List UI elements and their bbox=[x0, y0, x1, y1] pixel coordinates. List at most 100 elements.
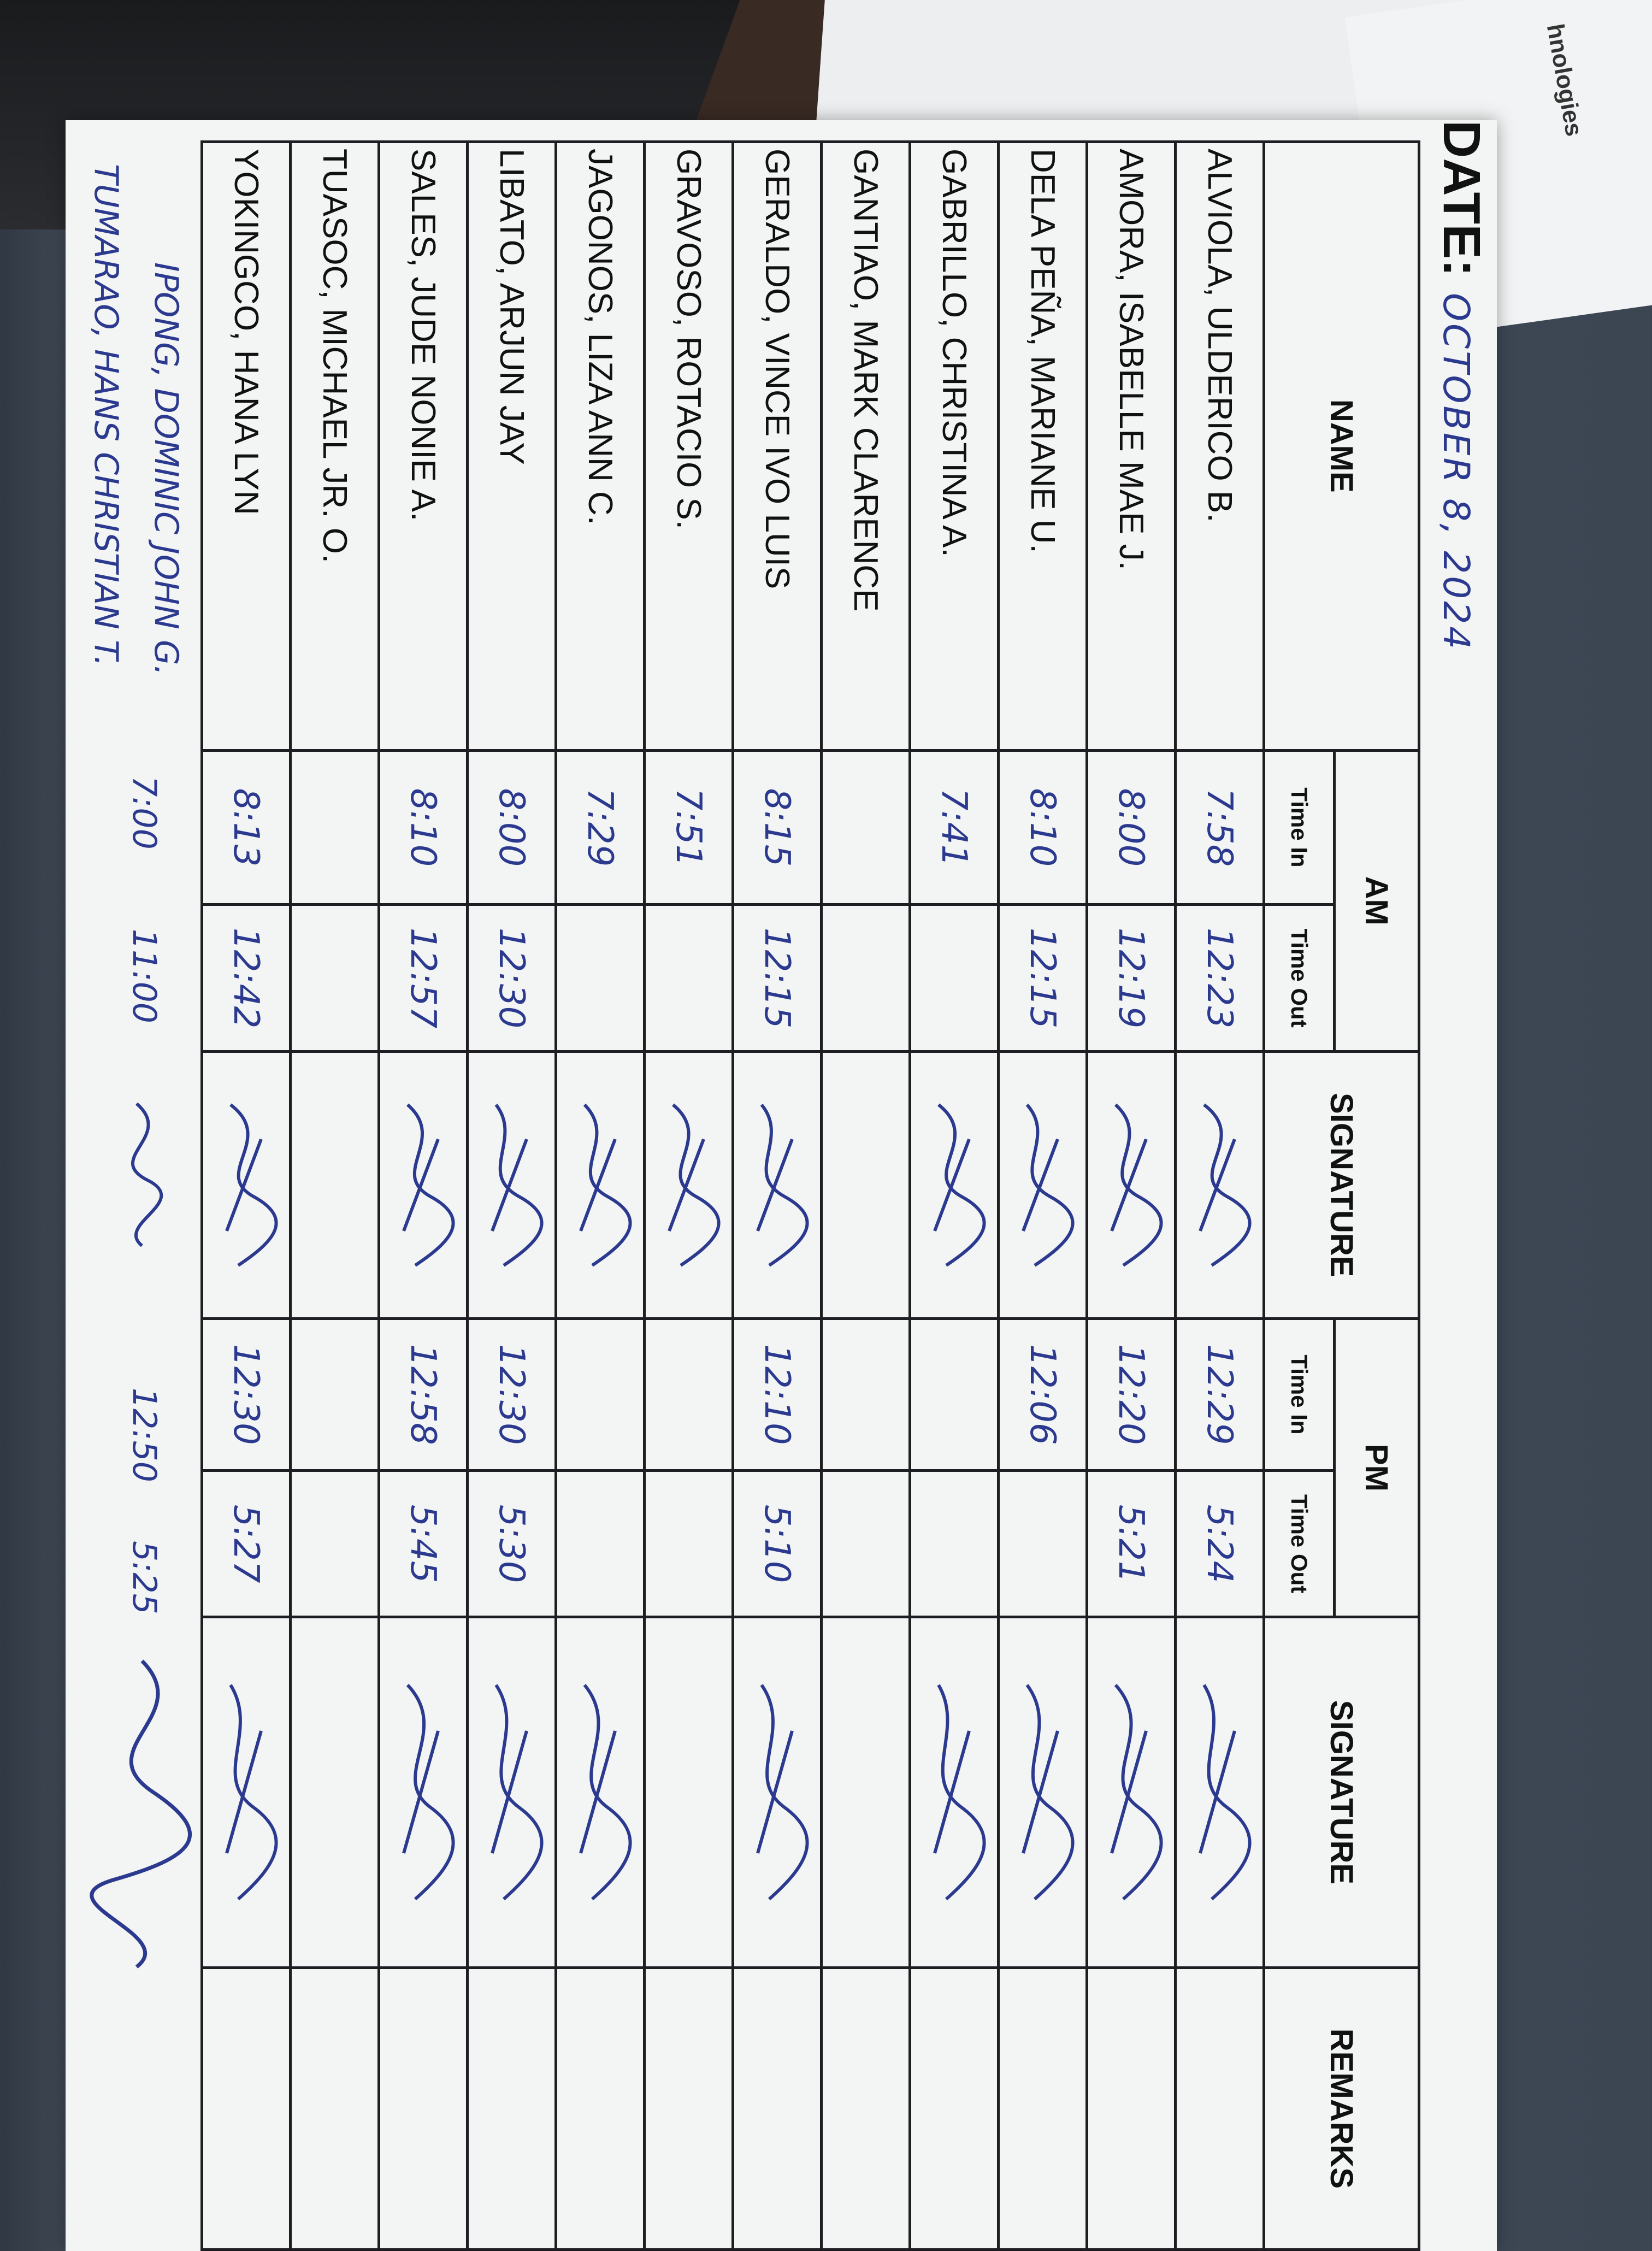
attendance-sheet: DATE: OCTOBER 8, 2024 NAME AM SIGNATURE P… bbox=[66, 120, 1497, 2251]
am-time-in: 8:10 bbox=[379, 750, 468, 905]
pm-time-in bbox=[910, 1318, 999, 1471]
am-signature bbox=[910, 1051, 999, 1319]
am-signature bbox=[998, 1051, 1087, 1319]
signature-mark bbox=[491, 1684, 544, 1901]
header-name: NAME bbox=[1264, 142, 1419, 751]
signature-mark bbox=[402, 1103, 456, 1267]
header-am-signature: SIGNATURE bbox=[1264, 1051, 1419, 1319]
row-name: GERALDO, VINCE IVO LUIS bbox=[733, 142, 822, 751]
row-name: GABRILLO, CHRISTINA A. bbox=[910, 142, 999, 751]
am-signature bbox=[644, 1051, 733, 1319]
table-row: JAGONOS, LIZA ANN C. 7:29 bbox=[556, 142, 645, 2250]
header-pm-signature: SIGNATURE bbox=[1264, 1617, 1419, 1968]
am-time-in: 7:51 bbox=[644, 750, 733, 905]
pm-time-in: 12:06 bbox=[998, 1318, 1087, 1471]
am-time-out: 12:30 bbox=[467, 904, 556, 1052]
remarks bbox=[1175, 1967, 1264, 2250]
remarks bbox=[467, 1967, 556, 2250]
header-am-time-in: Time In bbox=[1264, 750, 1335, 905]
am-time-in: 8:00 bbox=[467, 750, 556, 905]
attendance-rows: ALVIOLA, ULDERICO B. 7:58 12:23 12:29 5:24 AM… bbox=[202, 142, 1264, 2250]
row-name: YOKINGCO, HANA LYN bbox=[202, 142, 291, 751]
signature-mark bbox=[225, 1103, 279, 1267]
am-signature bbox=[467, 1051, 556, 1319]
pm-time-in: 12:58 bbox=[379, 1318, 468, 1471]
pm-signature bbox=[202, 1617, 291, 1968]
date-value: OCTOBER 8, 2024 bbox=[1435, 293, 1477, 652]
pm-signature bbox=[1175, 1617, 1264, 1968]
remarks bbox=[379, 1967, 468, 2250]
am-time-in: 8:00 bbox=[1087, 750, 1176, 905]
am-signature bbox=[556, 1051, 645, 1319]
handwritten-pm-signature bbox=[90, 1659, 192, 1969]
remarks bbox=[910, 1967, 999, 2250]
table-row: GANTIAO, MARK CLARENCE bbox=[821, 142, 910, 2250]
pm-time-out: 5:21 bbox=[1087, 1470, 1176, 1617]
am-time-out: 12:23 bbox=[1175, 904, 1264, 1052]
am-time-in: 7:29 bbox=[556, 750, 645, 905]
header-remarks: REMARKS bbox=[1264, 1967, 1419, 2250]
pm-time-out bbox=[644, 1470, 733, 1617]
am-signature bbox=[1087, 1051, 1176, 1319]
table-row: TUASOC, MICHAEL JR. O. bbox=[290, 142, 379, 2250]
remarks bbox=[1087, 1967, 1176, 2250]
table-row: ALVIOLA, ULDERICO B. 7:58 12:23 12:29 5:24 bbox=[1175, 142, 1264, 2250]
handwritten-am-out: 11:00 bbox=[125, 929, 163, 1023]
header-pm: PM bbox=[1334, 1318, 1419, 1617]
pm-time-in: 12:20 bbox=[1087, 1318, 1176, 1471]
row-name: ALVIOLA, ULDERICO B. bbox=[1175, 142, 1264, 751]
handwritten-pm-out: 5:25 bbox=[125, 1541, 163, 1614]
pm-time-in bbox=[556, 1318, 645, 1471]
handwritten-am-in: 7:00 bbox=[125, 776, 163, 850]
pm-signature bbox=[733, 1617, 822, 1968]
am-signature bbox=[202, 1051, 291, 1319]
signature-mark bbox=[579, 1684, 633, 1901]
am-signature bbox=[1175, 1051, 1264, 1319]
row-name: JAGONOS, LIZA ANN C. bbox=[556, 142, 645, 751]
row-name: AMORA, ISABELLE MAE J. bbox=[1087, 142, 1176, 751]
pm-signature bbox=[910, 1617, 999, 1968]
date-heading: DATE: OCTOBER 8, 2024 bbox=[1431, 120, 1491, 651]
pm-time-out: 5:10 bbox=[733, 1470, 822, 1617]
table-row: LIBATO, ARJUN JAY 8:00 12:30 12:30 5:30 bbox=[467, 142, 556, 2250]
pm-signature bbox=[556, 1617, 645, 1968]
pm-signature bbox=[290, 1617, 379, 1968]
am-time-out: 12:57 bbox=[379, 904, 468, 1052]
signature-mark bbox=[933, 1103, 987, 1267]
am-time-out bbox=[910, 904, 999, 1052]
signature-mark bbox=[1110, 1684, 1164, 1901]
am-time-out: 12:15 bbox=[998, 904, 1087, 1052]
header-am: AM bbox=[1334, 750, 1419, 1052]
pm-signature bbox=[644, 1617, 733, 1968]
signature-mark bbox=[756, 1103, 810, 1267]
signature-mark bbox=[756, 1684, 810, 1901]
row-name: GRAVOSO, ROTACIO S. bbox=[644, 142, 733, 751]
row-name: LIBATO, ARJUN JAY bbox=[467, 142, 556, 751]
pm-time-in: 12:30 bbox=[467, 1318, 556, 1471]
pm-time-out bbox=[821, 1470, 910, 1617]
attendance-table: NAME AM SIGNATURE PM SIGNATURE REMARKS T… bbox=[200, 140, 1420, 2251]
signature-mark bbox=[1022, 1103, 1075, 1267]
pm-time-out bbox=[290, 1470, 379, 1617]
date-label: DATE: bbox=[1432, 120, 1491, 277]
row-name: SALES, JUDE NONIE A. bbox=[379, 142, 468, 751]
table-row: GERALDO, VINCE IVO LUIS 8:15 12:15 12:10 5:1… bbox=[733, 142, 822, 2250]
signature-mark bbox=[668, 1103, 721, 1267]
am-time-in: 8:13 bbox=[202, 750, 291, 905]
remarks bbox=[290, 1967, 379, 2250]
remarks bbox=[202, 1967, 291, 2250]
row-name: GANTIAO, MARK CLARENCE bbox=[821, 142, 910, 751]
pm-time-in: 12:10 bbox=[733, 1318, 822, 1471]
am-signature bbox=[733, 1051, 822, 1319]
am-time-in: 8:10 bbox=[998, 750, 1087, 905]
pm-signature bbox=[998, 1617, 1087, 1968]
am-time-out bbox=[290, 904, 379, 1052]
pm-signature bbox=[1087, 1617, 1176, 1968]
pm-time-in bbox=[821, 1318, 910, 1471]
am-signature bbox=[379, 1051, 468, 1319]
signature-mark bbox=[579, 1103, 633, 1267]
am-time-out bbox=[821, 904, 910, 1052]
signature-mark bbox=[402, 1684, 456, 1901]
header-pm-time-in: Time In bbox=[1264, 1318, 1335, 1471]
pm-time-in bbox=[644, 1318, 733, 1471]
